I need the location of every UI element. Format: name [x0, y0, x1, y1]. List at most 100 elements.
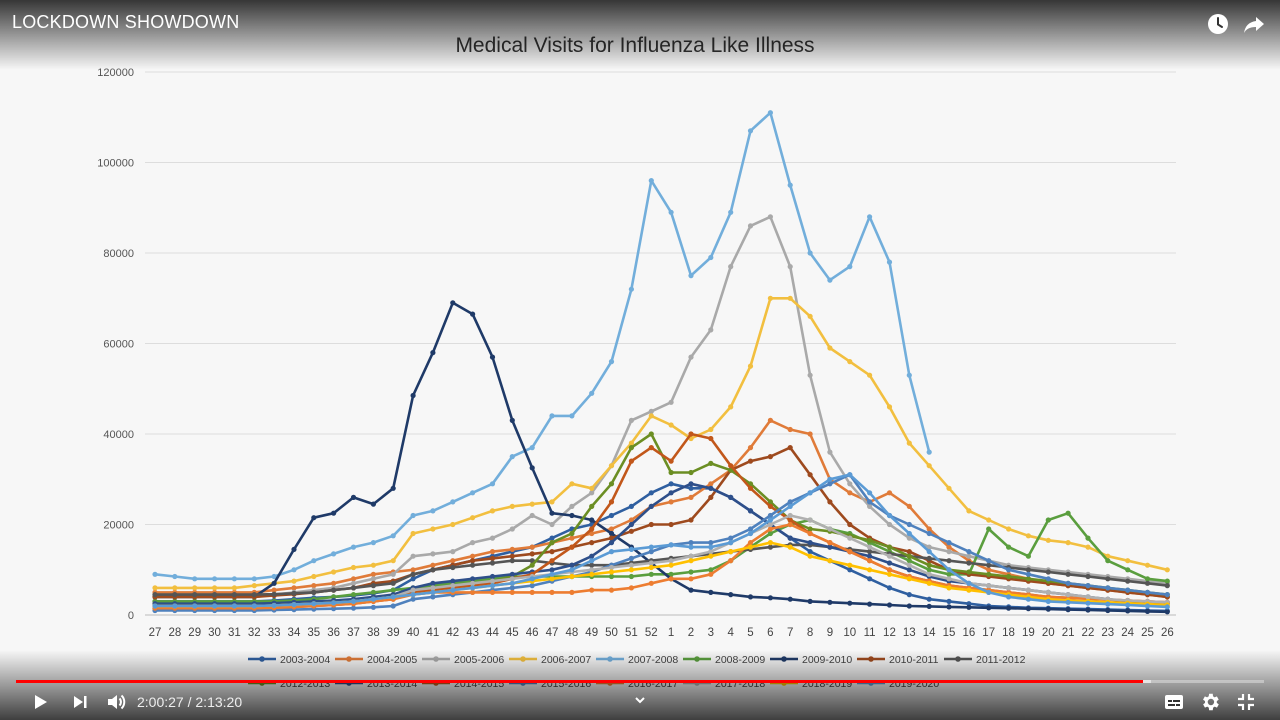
- data-point: [747, 445, 754, 451]
- data-point: [529, 551, 535, 557]
- data-point: [966, 560, 972, 566]
- exit-fullscreen-button[interactable]: [1232, 688, 1260, 716]
- data-point: [1125, 587, 1131, 593]
- subtitles-icon: [1165, 695, 1183, 709]
- settings-button[interactable]: [1196, 688, 1224, 716]
- data-point: [628, 458, 635, 464]
- data-point: [1045, 598, 1051, 605]
- data-point: [608, 481, 615, 487]
- x-tick-label: 35: [307, 627, 320, 639]
- data-point: [291, 590, 297, 596]
- data-point: [708, 494, 714, 500]
- chevron-down-icon[interactable]: [632, 692, 648, 708]
- volume-button[interactable]: [102, 688, 130, 716]
- data-point: [350, 544, 357, 550]
- data-point: [847, 562, 853, 568]
- data-point: [986, 526, 992, 532]
- data-point: [628, 440, 635, 446]
- data-point: [311, 515, 317, 521]
- data-point: [311, 583, 317, 589]
- data-point: [1065, 540, 1071, 546]
- data-point: [470, 515, 476, 521]
- data-point: [192, 585, 198, 591]
- data-point: [470, 580, 476, 586]
- legend-item: 2006-2007: [509, 654, 591, 666]
- data-point: [926, 580, 932, 586]
- data-point: [708, 549, 714, 555]
- data-point: [569, 512, 575, 519]
- data-point: [1045, 606, 1051, 612]
- data-point: [827, 481, 833, 487]
- data-point: [708, 481, 714, 487]
- data-point: [688, 544, 694, 550]
- data-point: [946, 604, 952, 610]
- progress-bar[interactable]: [16, 680, 1264, 683]
- data-point: [430, 567, 436, 573]
- data-point: [549, 558, 555, 564]
- data-point: [946, 558, 952, 564]
- data-point: [1045, 589, 1051, 596]
- data-point: [728, 264, 734, 270]
- data-point: [767, 540, 774, 546]
- subtitles-button[interactable]: [1160, 688, 1188, 716]
- data-point: [212, 592, 218, 598]
- data-point: [708, 540, 714, 546]
- data-point: [628, 286, 635, 292]
- x-tick-label: 43: [466, 627, 479, 639]
- legend-marker: [868, 656, 874, 662]
- data-point: [529, 583, 535, 589]
- x-tick-label: 25: [1141, 627, 1154, 639]
- data-point: [787, 521, 793, 528]
- x-tick-label: 13: [903, 627, 916, 639]
- x-tick-label: 12: [883, 627, 896, 639]
- x-tick-label: 3: [708, 627, 714, 639]
- data-point: [470, 553, 476, 559]
- data-point: [1105, 601, 1111, 607]
- data-point: [867, 601, 873, 607]
- data-point: [450, 587, 456, 593]
- data-point: [212, 585, 218, 591]
- data-point: [331, 606, 337, 612]
- data-point: [767, 595, 774, 601]
- data-point: [847, 521, 853, 528]
- series-line: [155, 301, 1168, 614]
- data-point: [450, 558, 456, 564]
- clock-icon[interactable]: [1204, 10, 1232, 38]
- data-point: [767, 503, 774, 509]
- data-point: [589, 540, 595, 546]
- data-point: [648, 580, 654, 586]
- data-point: [1065, 571, 1071, 577]
- data-point: [589, 490, 595, 496]
- next-button[interactable]: [66, 688, 94, 716]
- data-point: [529, 465, 535, 471]
- data-point: [608, 359, 615, 365]
- gear-icon: [1203, 693, 1219, 711]
- data-point: [787, 182, 793, 188]
- video-title[interactable]: LOCKDOWN SHOWDOWN: [12, 12, 240, 32]
- x-tick-label: 5: [747, 627, 753, 639]
- data-point: [370, 583, 376, 589]
- data-point: [569, 562, 575, 568]
- data-point: [628, 573, 635, 580]
- data-point: [1006, 544, 1012, 550]
- series-2019-2020: [152, 472, 1170, 610]
- data-point: [608, 526, 615, 532]
- data-point: [747, 526, 754, 532]
- data-point: [767, 530, 774, 537]
- data-point: [212, 576, 218, 582]
- data-point: [370, 562, 376, 568]
- play-button[interactable]: [26, 688, 54, 716]
- share-arrow-icon[interactable]: [1240, 10, 1268, 38]
- data-point: [1045, 517, 1051, 523]
- data-point: [350, 605, 357, 611]
- data-point: [886, 602, 893, 608]
- data-point: [470, 540, 476, 546]
- x-tick-label: 41: [427, 627, 440, 639]
- data-point: [926, 603, 932, 610]
- data-point: [350, 576, 357, 582]
- data-point: [589, 530, 595, 537]
- data-point: [608, 512, 615, 519]
- data-point: [1164, 609, 1170, 615]
- data-point: [1164, 567, 1170, 573]
